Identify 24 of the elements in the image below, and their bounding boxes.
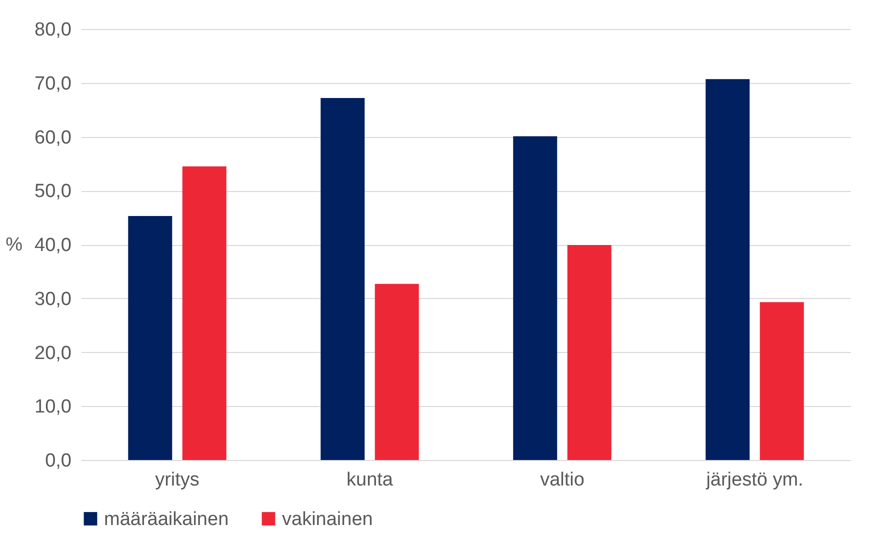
y-tick-label: 60,0 [34,127,72,148]
y-tick-label: 80,0 [34,20,72,40]
bar [513,136,558,460]
bar [182,166,226,460]
legend-label: vakinainen [282,508,373,530]
bar [374,284,419,460]
bar [706,79,750,460]
y-tick-label: 70,0 [34,73,72,94]
x-tick-label: valtio [540,470,584,490]
x-tick-label: kunta [346,470,394,490]
y-tick-label: 40,0 [34,235,72,256]
y-tick-label: 0,0 [45,450,72,472]
bar [128,216,172,460]
legend-label: määräaikainen [104,508,229,530]
x-tick-label: yritys [155,470,200,490]
x-tick-label: järjestö ym. [705,470,804,490]
bar [320,98,365,460]
y-axis-title: % [6,234,23,256]
y-tick-label: 20,0 [34,342,72,364]
y-tick-label: 50,0 [34,181,72,202]
y-tick-label: 10,0 [34,396,72,418]
bar [567,245,612,460]
y-tick-label: 30,0 [34,288,72,310]
bar [760,302,804,460]
